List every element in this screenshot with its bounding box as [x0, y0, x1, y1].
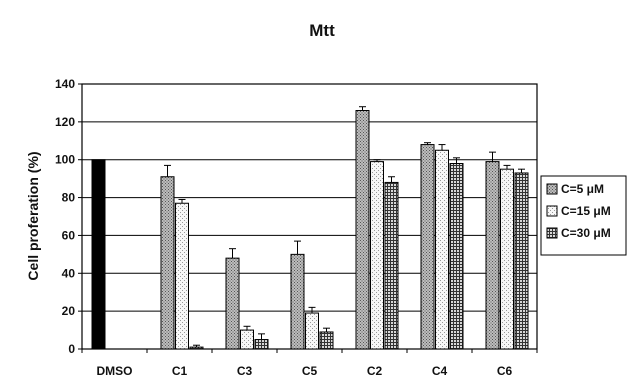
bar-3 — [514, 172, 529, 350]
x-tick-label: C4 — [432, 364, 448, 378]
legend-label: C=15 μM — [561, 204, 611, 218]
x-tick-label: C5 — [302, 364, 318, 378]
bar-1 — [225, 257, 240, 350]
y-tick-label: 40 — [62, 266, 76, 280]
bar-1 — [420, 144, 435, 350]
gridlines — [81, 83, 538, 350]
bar-1 — [485, 161, 500, 350]
y-axis-label: Cell proferation (%) — [25, 151, 41, 280]
y-tick-label: 120 — [55, 115, 75, 129]
y-tick-label: 0 — [68, 342, 75, 356]
bar-3 — [189, 346, 204, 350]
y-tick-label: 80 — [62, 191, 76, 205]
bar-control — [91, 159, 106, 350]
bar-3 — [254, 339, 269, 350]
x-tick-label: C1 — [172, 364, 188, 378]
legend-swatch — [546, 205, 558, 217]
bar-3 — [449, 163, 464, 350]
bar-3 — [319, 331, 334, 350]
y-tick-label: 140 — [55, 77, 75, 91]
legend-label: C=30 μM — [561, 226, 611, 240]
x-tick-label: DMSO — [97, 364, 133, 378]
y-tick-label: 100 — [55, 153, 75, 167]
bar-1 — [290, 253, 305, 350]
bar-3 — [384, 181, 399, 350]
legend-label: C=5 μM — [561, 182, 604, 196]
bar-2 — [175, 202, 189, 350]
legend-swatch — [546, 183, 558, 195]
bar-2 — [370, 161, 384, 350]
bar-2 — [305, 312, 319, 350]
plot-frame — [81, 83, 538, 350]
bar-1 — [355, 110, 370, 350]
x-tick-label: C2 — [367, 364, 383, 378]
bar-2 — [500, 168, 514, 350]
x-tick-label: C3 — [237, 364, 253, 378]
bar-2 — [240, 329, 254, 350]
y-tick-label: 20 — [62, 304, 76, 318]
chart-title: Mtt — [309, 21, 335, 40]
bars — [91, 106, 529, 350]
legend-swatch — [546, 227, 558, 239]
legend: C=5 μM C=15 μM C=30 μM — [540, 175, 627, 256]
axes: 0 20 40 60 80 100 120 140 DMSO C1 C3 C5 C2 C4 C6 — [55, 77, 538, 378]
y-tick-label: 60 — [62, 228, 76, 242]
bar-2 — [435, 149, 449, 350]
x-tick-label: C6 — [497, 364, 513, 378]
bar-1 — [160, 176, 175, 350]
